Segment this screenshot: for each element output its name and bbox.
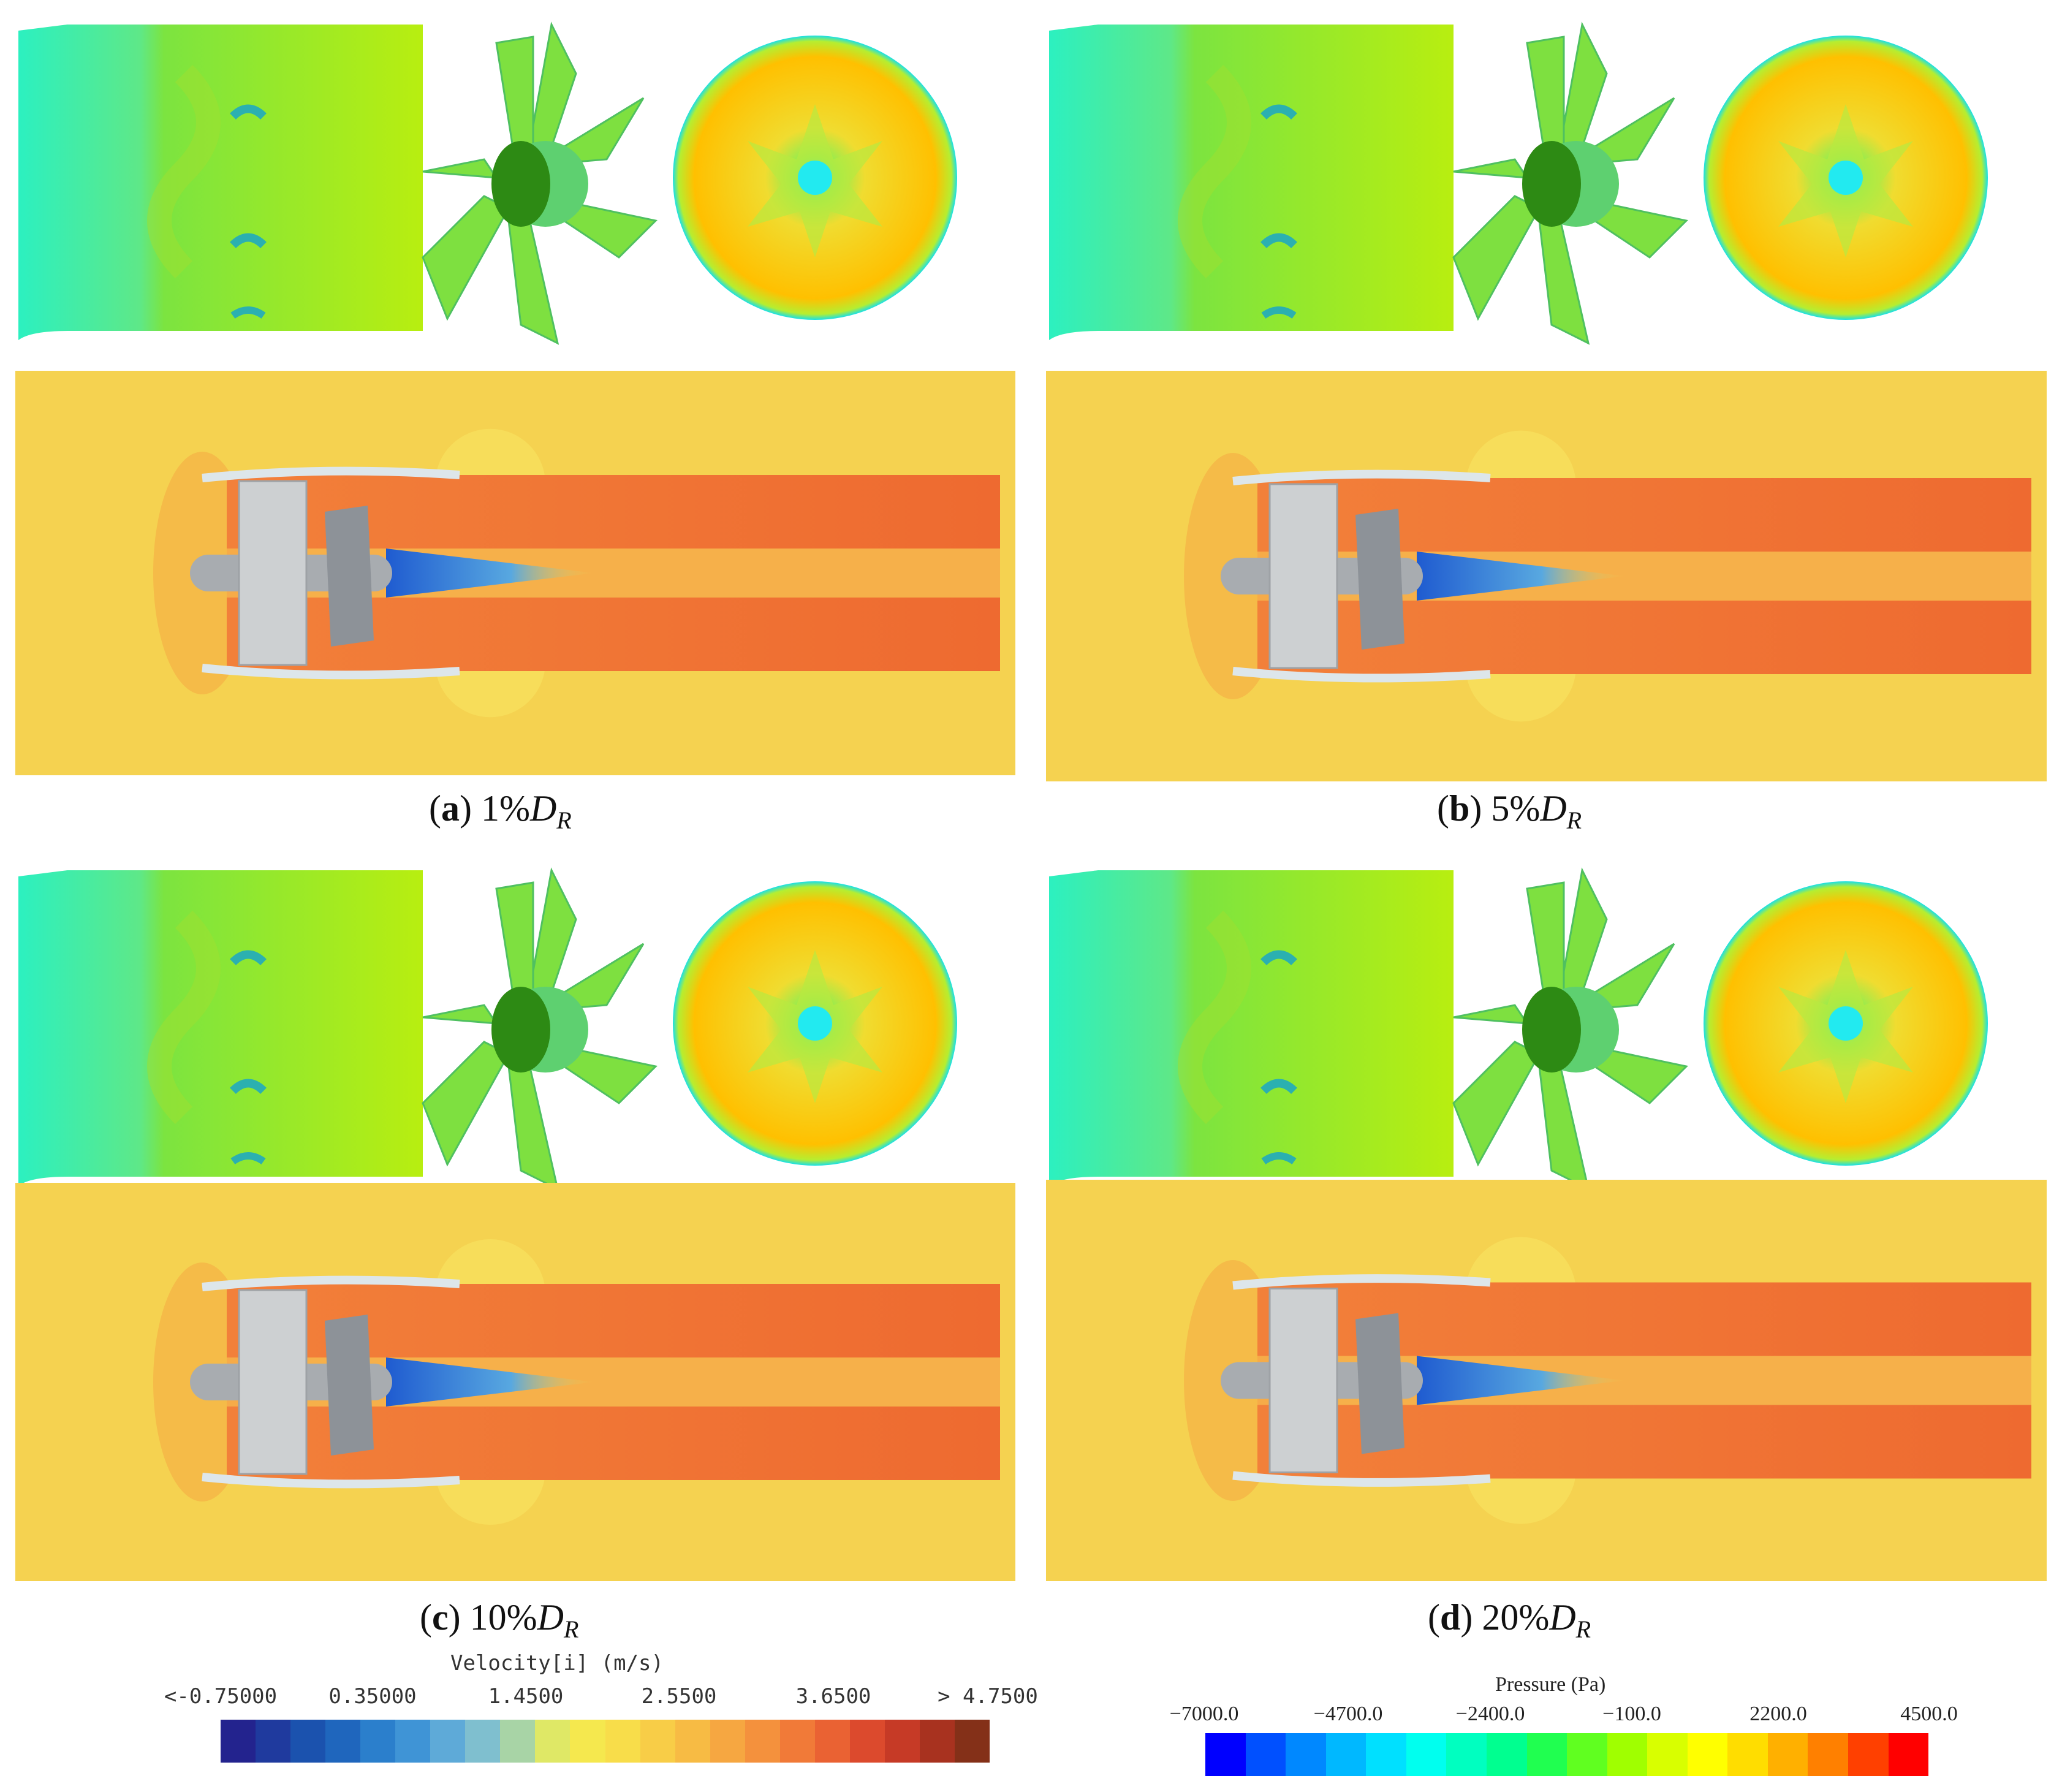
caption-a: (a) 1%DR <box>429 788 572 834</box>
panel-c <box>0 846 1031 1661</box>
colorbar-swatch <box>1888 1733 1929 1776</box>
colorbar-swatch <box>570 1720 605 1763</box>
colorbar-swatch <box>1446 1733 1487 1776</box>
pressure-disk <box>673 36 957 320</box>
panel-graphic <box>1046 21 2047 781</box>
propeller <box>1452 867 1689 1191</box>
colorbar-swatch <box>710 1720 745 1763</box>
colorbar-swatch <box>1647 1733 1688 1776</box>
pressure-disk <box>673 881 957 1166</box>
panel-graphic <box>1046 867 2047 1581</box>
caption-c: (c) 10%DR <box>420 1597 579 1643</box>
pressure-tick: −100.0 <box>1602 1703 1661 1725</box>
colorbar-swatch <box>675 1720 710 1763</box>
colorbar-swatch <box>1205 1733 1246 1776</box>
colorbar-swatch <box>605 1720 640 1763</box>
colorbar-swatch <box>430 1720 466 1763</box>
colorbar-swatch <box>1245 1733 1286 1776</box>
colorbar-swatch <box>919 1720 955 1763</box>
colorbar-swatch <box>884 1720 920 1763</box>
velocity-tick: <-0.75000 <box>164 1684 278 1709</box>
panel-d <box>1031 846 2062 1661</box>
colorbar-swatch <box>954 1720 990 1763</box>
colorbar-swatch <box>1567 1733 1607 1776</box>
propeller <box>422 21 658 345</box>
pressure-tick: 2200.0 <box>1749 1703 1807 1725</box>
duct-surface <box>18 870 423 1186</box>
colorbar-swatch <box>849 1720 885 1763</box>
colorbar-swatch <box>1687 1733 1728 1776</box>
velocity-colorbar <box>221 1720 990 1763</box>
pressure-disk <box>1704 881 1988 1166</box>
propeller <box>1452 21 1689 345</box>
panel-graphic <box>15 21 1015 775</box>
velocity-field <box>15 1183 1015 1581</box>
caption-d: (d) 20%DR <box>1428 1597 1591 1643</box>
colorbar-swatch <box>640 1720 675 1763</box>
colorbar-swatch <box>500 1720 536 1763</box>
caption-b: (b) 5%DR <box>1437 788 1582 834</box>
colorbar-swatch <box>256 1720 291 1763</box>
velocity-field <box>1046 1180 2047 1581</box>
duct-surface <box>1049 870 1454 1186</box>
velocity-field <box>1046 371 2047 781</box>
panel-b <box>1031 0 2062 858</box>
duct-surface <box>1049 25 1454 340</box>
pressure-colorbar-title: Pressure (Pa) <box>1495 1673 1606 1696</box>
colorbar-swatch <box>1526 1733 1567 1776</box>
pressure-colorbar <box>1205 1733 1929 1776</box>
colorbar-swatch <box>1286 1733 1326 1776</box>
velocity-colorbar-title: Velocity[i] (m/s) <box>450 1651 664 1676</box>
velocity-tick: 1.4500 <box>488 1684 564 1709</box>
velocity-tick: 0.35000 <box>328 1684 417 1709</box>
duct-surface <box>18 25 423 340</box>
velocity-tick: > 4.7500 <box>938 1684 1038 1709</box>
pressure-tick: 4500.0 <box>1900 1703 1958 1725</box>
colorbar-swatch <box>1486 1733 1527 1776</box>
colorbar-swatch <box>465 1720 501 1763</box>
colorbar-swatch <box>395 1720 431 1763</box>
colorbar-swatch <box>1406 1733 1447 1776</box>
pressure-disk <box>1704 36 1988 320</box>
colorbar-swatch <box>1607 1733 1648 1776</box>
colorbar-swatch <box>535 1720 570 1763</box>
pressure-tick: −4700.0 <box>1313 1703 1383 1725</box>
colorbar-swatch <box>814 1720 850 1763</box>
velocity-field <box>15 371 1015 775</box>
colorbar-swatch <box>1325 1733 1366 1776</box>
colorbar-swatch <box>1848 1733 1889 1776</box>
colorbar-swatch <box>1808 1733 1848 1776</box>
propeller <box>422 867 658 1191</box>
pressure-tick: −7000.0 <box>1169 1703 1239 1725</box>
pressure-tick: −2400.0 <box>1455 1703 1525 1725</box>
colorbar-swatch <box>221 1720 256 1763</box>
panel-a <box>0 0 1031 858</box>
colorbar-swatch <box>290 1720 326 1763</box>
panel-graphic <box>15 867 1015 1581</box>
colorbar-swatch <box>325 1720 361 1763</box>
colorbar-swatch <box>1727 1733 1768 1776</box>
colorbar-swatch <box>745 1720 780 1763</box>
velocity-tick: 3.6500 <box>795 1684 871 1709</box>
colorbar-swatch <box>1366 1733 1406 1776</box>
colorbar-swatch <box>360 1720 396 1763</box>
colorbar-swatch <box>779 1720 815 1763</box>
velocity-tick: 2.5500 <box>641 1684 717 1709</box>
colorbar-swatch <box>1767 1733 1808 1776</box>
